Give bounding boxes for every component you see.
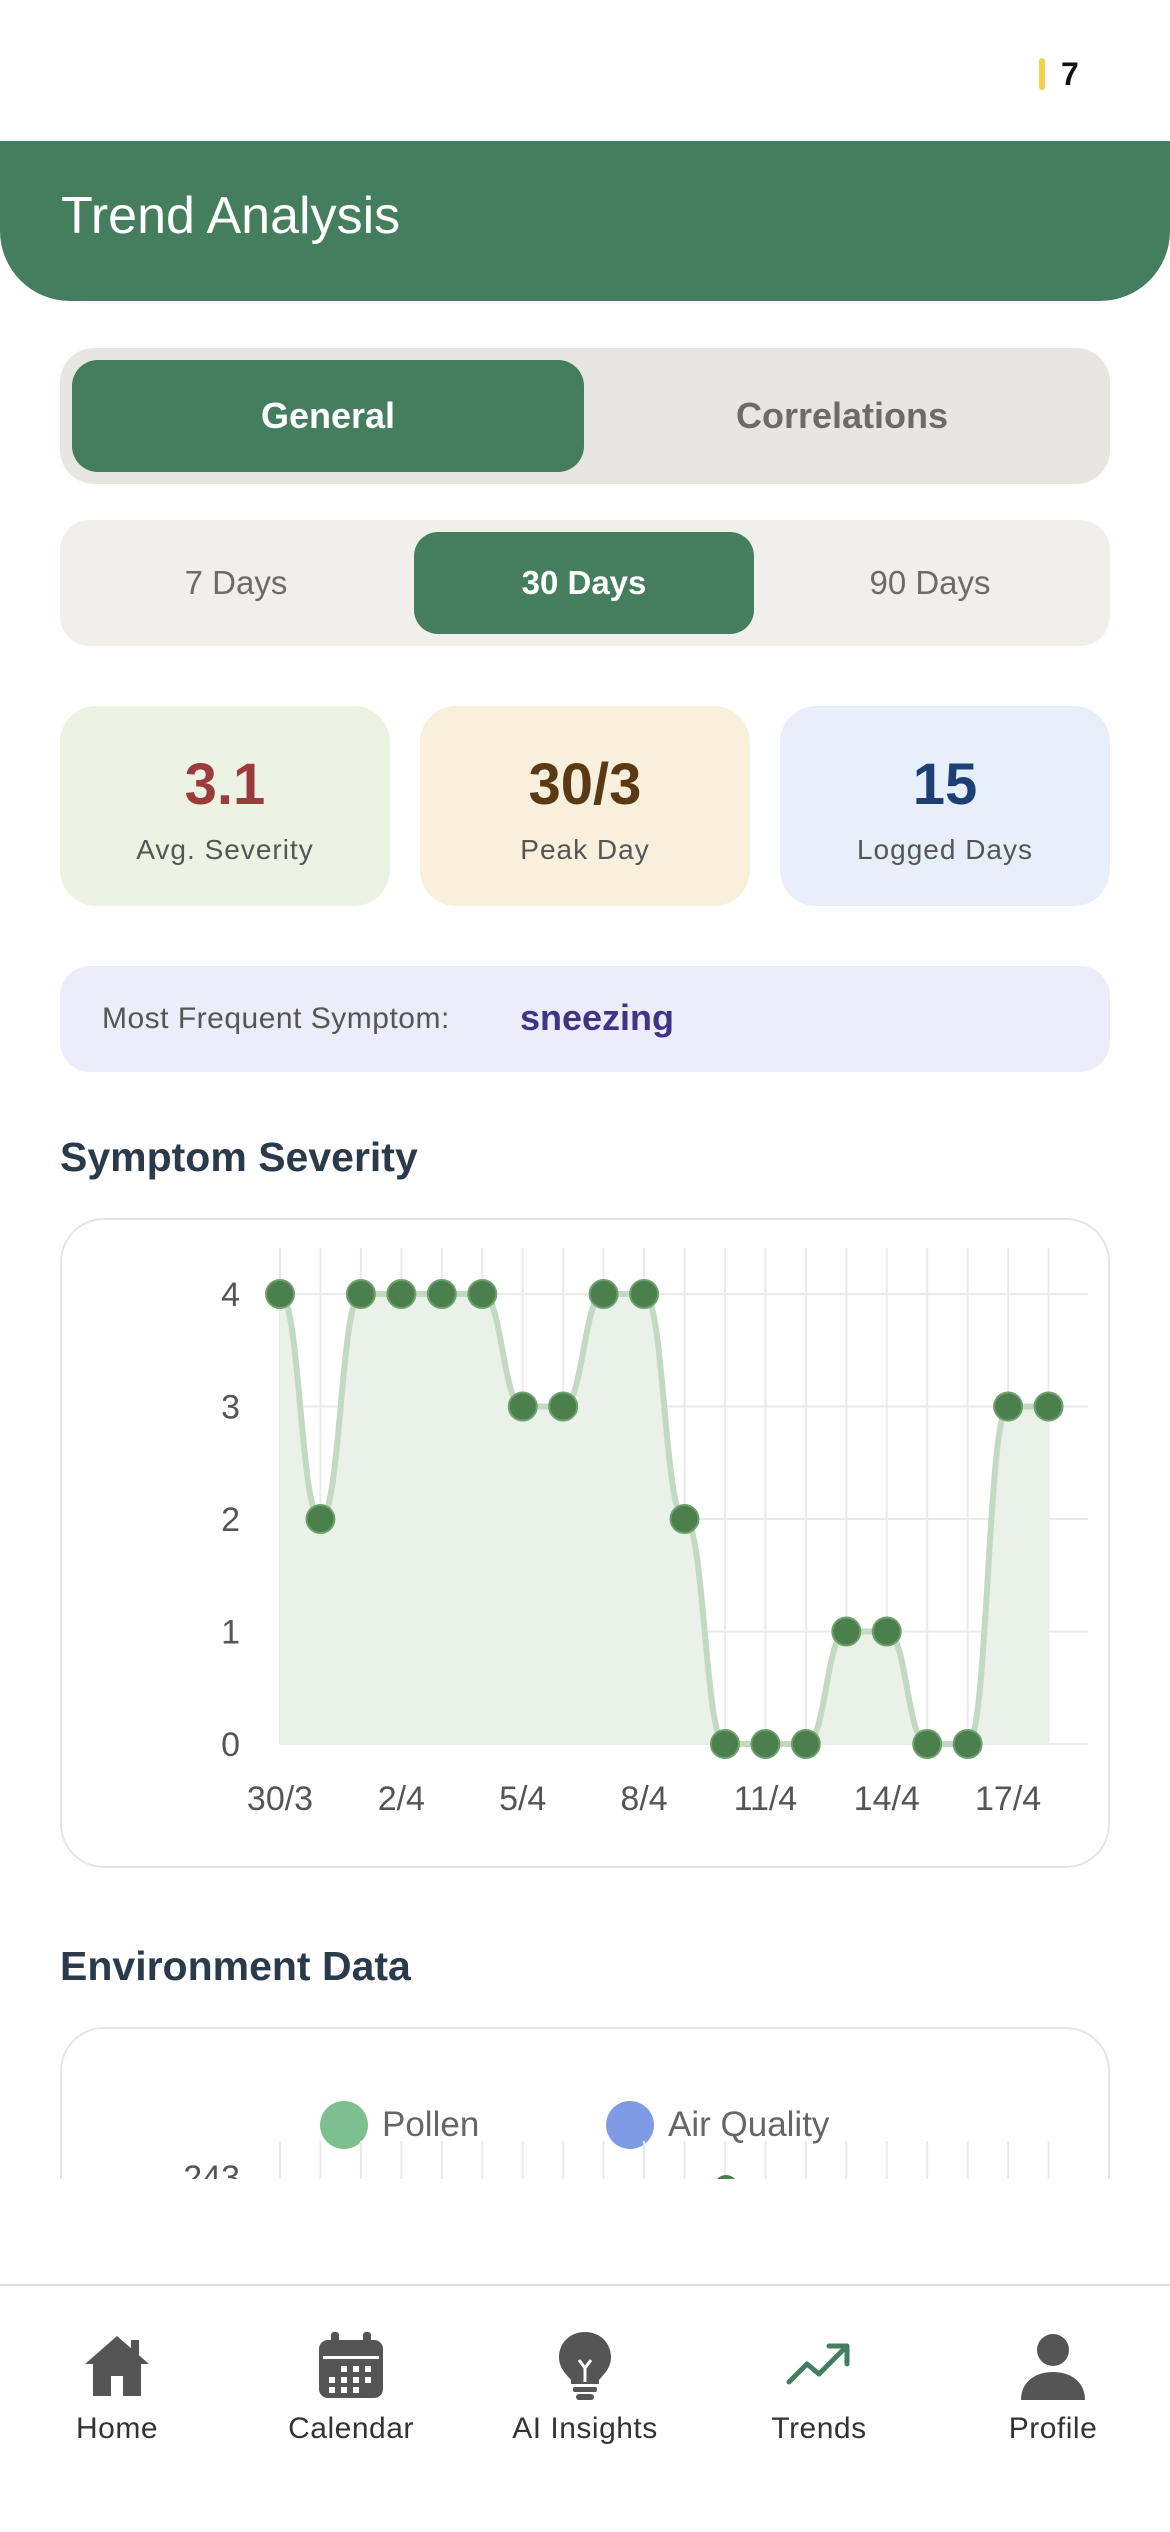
tab-90-days[interactable]: 90 Days xyxy=(869,564,991,601)
y-tick-label: 0 xyxy=(221,1726,240,1764)
severity-point xyxy=(629,1279,660,1309)
environment-section-title: Environment Data xyxy=(60,1943,411,1989)
severity-point xyxy=(709,1729,740,1759)
y-tick-label: 2 xyxy=(221,1501,240,1539)
severity-point xyxy=(912,1729,943,1759)
y-tick-label: 1 xyxy=(221,1614,240,1652)
profile-icon xyxy=(1021,2334,1085,2400)
severity-point xyxy=(993,1391,1024,1422)
severity-point xyxy=(871,1616,902,1647)
nav-calendar[interactable]: Calendar xyxy=(234,2330,468,2446)
peak-day-value: 30/3 xyxy=(528,752,642,817)
air-quality-legend-dot xyxy=(606,2101,654,2149)
most-frequent-value: sneezing xyxy=(520,997,675,1038)
most-frequent-symptom: Most Frequent Symptom: sneezing xyxy=(60,966,1110,1072)
nav-ai-insights-label: AI Insights xyxy=(512,2412,658,2445)
tab-7-days[interactable]: 7 Days xyxy=(184,564,288,601)
header: Trend Analysis xyxy=(0,141,1170,301)
air-quality-legend-label: Air Quality xyxy=(668,2105,830,2144)
lightbulb-icon xyxy=(559,2332,611,2400)
environment-chart-card: Pollen Air Quality 243 xyxy=(60,2027,1110,2179)
severity-section-title: Symptom Severity xyxy=(60,1134,418,1180)
severity-point xyxy=(265,1279,295,1309)
x-tick-label: 17/4 xyxy=(975,1780,1041,1818)
x-tick-label: 30/3 xyxy=(247,1780,313,1818)
env-point xyxy=(717,2175,735,2179)
tab-general[interactable]: General xyxy=(72,360,584,472)
most-frequent-label: Most Frequent Symptom: xyxy=(102,1002,450,1035)
x-tick-label: 8/4 xyxy=(620,1780,667,1818)
avg-severity-value: 3.1 xyxy=(184,752,266,817)
x-tick-label: 5/4 xyxy=(499,1780,546,1818)
environment-chart: 243 xyxy=(183,2141,1050,2179)
home-icon xyxy=(85,2336,149,2396)
nav-trends[interactable]: Trends xyxy=(702,2330,936,2446)
nav-home[interactable]: Home xyxy=(0,2330,234,2446)
x-tick-label: 2/4 xyxy=(378,1780,425,1818)
severity-point xyxy=(386,1279,417,1309)
legend-air-quality[interactable]: Air Quality xyxy=(606,2101,829,2149)
page-title: Trend Analysis xyxy=(61,187,401,245)
severity-point xyxy=(952,1729,983,1759)
severity-point xyxy=(790,1729,821,1759)
y-tick-label: 4 xyxy=(221,1276,240,1314)
status-bar: 7 xyxy=(0,0,1170,141)
severity-point xyxy=(669,1504,700,1534)
peak-day-card: 30/3 Peak Day xyxy=(420,706,750,906)
severity-point xyxy=(1033,1391,1064,1422)
severity-chart-card: 0 1 2 3 4 30/3 2/4 5/4 8/4 11/4 14/4 17/4 xyxy=(60,1218,1110,1868)
trending-up-icon xyxy=(786,2343,850,2385)
y-tick-label: 3 xyxy=(221,1389,240,1427)
severity-point xyxy=(467,1279,498,1309)
severity-point xyxy=(588,1279,619,1309)
severity-point xyxy=(507,1391,538,1422)
avg-severity-label: Avg. Severity xyxy=(136,834,314,865)
severity-point xyxy=(750,1729,781,1759)
tab-correlations[interactable]: Correlations xyxy=(735,395,949,436)
logged-days-label: Logged Days xyxy=(856,834,1033,865)
bottom-nav: Home Calendar AI xyxy=(0,2284,1170,2532)
x-tick-label: 14/4 xyxy=(854,1780,920,1818)
severity-point xyxy=(305,1504,336,1534)
nav-profile-label: Profile xyxy=(1008,2412,1098,2445)
pollen-legend-label: Pollen xyxy=(382,2105,480,2144)
nav-calendar-label: Calendar xyxy=(288,2412,414,2445)
calendar-icon xyxy=(319,2332,383,2398)
logged-days-value: 15 xyxy=(912,752,978,817)
logged-days-card: 15 Logged Days xyxy=(780,706,1110,906)
severity-chart: 0 1 2 3 4 30/3 2/4 5/4 8/4 11/4 14/4 17/4 xyxy=(221,1248,1088,1818)
env-y-tick-label: 243 xyxy=(183,2159,240,2179)
avg-severity-card: 3.1 Avg. Severity xyxy=(60,706,390,906)
view-tabs: General Correlations xyxy=(60,348,1110,484)
nav-ai-insights[interactable]: AI Insights xyxy=(468,2330,702,2446)
peak-day-label: Peak Day xyxy=(520,834,650,865)
severity-point xyxy=(345,1279,376,1309)
tab-30-days[interactable]: 30 Days xyxy=(414,532,754,634)
x-tick-label: 11/4 xyxy=(734,1780,798,1818)
status-indicator: 7 xyxy=(1061,56,1079,92)
severity-point xyxy=(831,1616,862,1647)
battery-icon xyxy=(1039,58,1045,90)
range-tabs: 7 Days 30 Days 90 Days xyxy=(60,520,1110,646)
severity-point xyxy=(426,1279,457,1309)
nav-home-label: Home xyxy=(75,2412,159,2445)
nav-profile[interactable]: Profile xyxy=(936,2330,1170,2446)
severity-point xyxy=(548,1391,579,1422)
nav-trends-label: Trends xyxy=(771,2412,867,2445)
